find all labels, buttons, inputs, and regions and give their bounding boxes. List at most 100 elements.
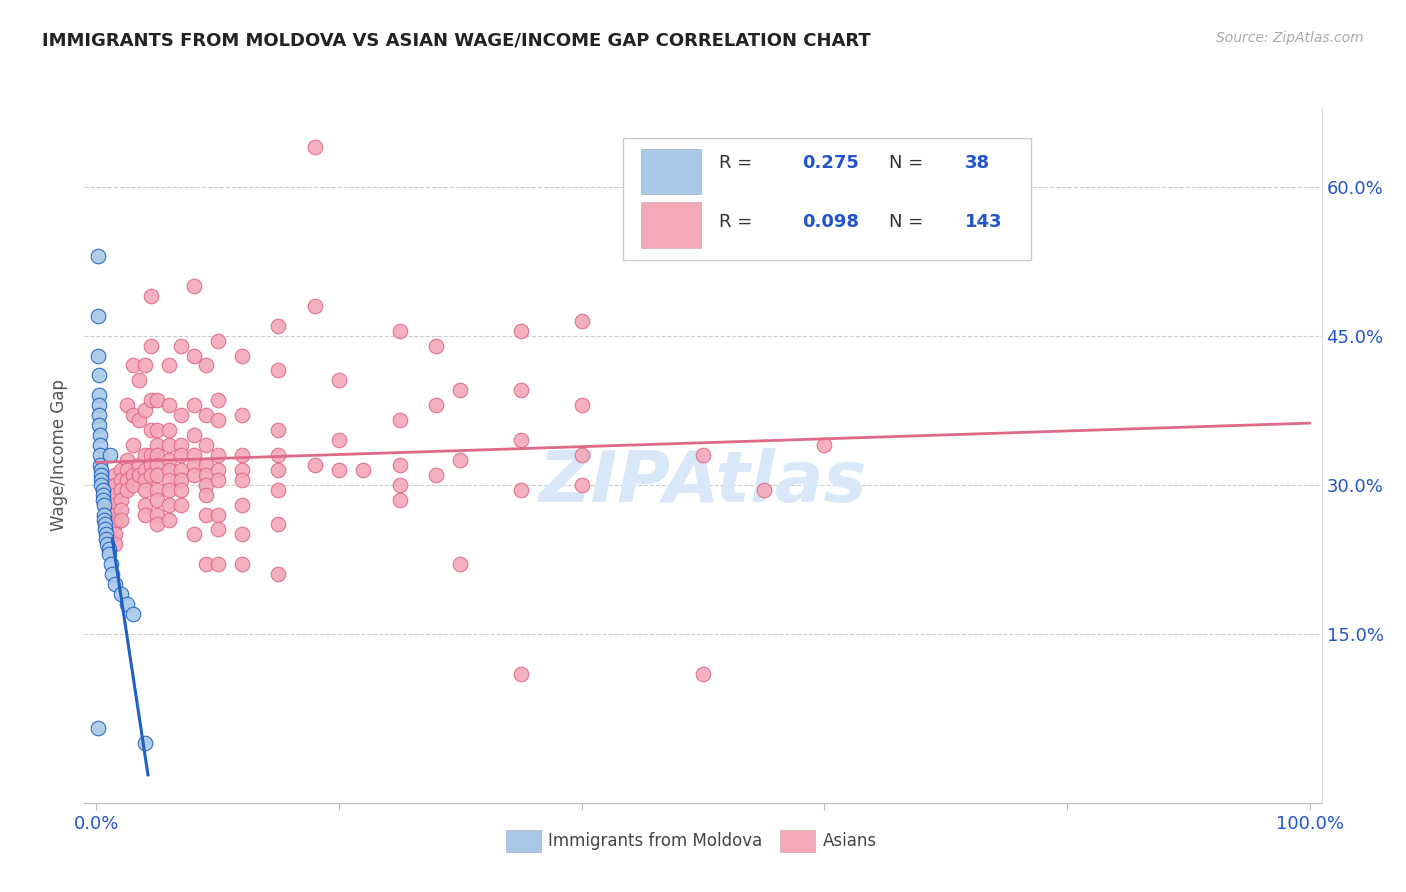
Point: [231, 527, 253, 541]
Point: [157, 453, 180, 467]
Point: [194, 458, 217, 472]
Point: [115, 597, 138, 611]
Point: [170, 438, 193, 452]
Point: [87, 368, 110, 383]
Point: [96, 533, 118, 547]
Point: [231, 448, 253, 462]
Point: [194, 359, 217, 373]
Point: [146, 483, 169, 497]
Point: [157, 423, 180, 437]
Point: [388, 324, 411, 338]
Point: [170, 473, 193, 487]
Point: [115, 453, 138, 467]
Point: [110, 463, 132, 477]
FancyBboxPatch shape: [623, 138, 1031, 260]
Point: [146, 448, 169, 462]
Point: [194, 408, 217, 422]
Point: [139, 393, 162, 408]
Point: [87, 418, 110, 433]
Point: [571, 314, 593, 328]
Point: [146, 458, 169, 472]
Point: [97, 542, 120, 557]
Point: [110, 483, 132, 497]
Text: R =: R =: [718, 212, 758, 231]
Point: [328, 463, 350, 477]
Point: [146, 393, 169, 408]
Point: [93, 508, 115, 522]
Point: [813, 438, 835, 452]
Point: [157, 483, 180, 497]
Point: [231, 498, 253, 512]
Point: [231, 558, 253, 572]
Bar: [641, 202, 700, 248]
Point: [207, 523, 229, 537]
Text: N =: N =: [889, 212, 928, 231]
Point: [139, 458, 162, 472]
Point: [194, 488, 217, 502]
Point: [86, 309, 108, 323]
Point: [207, 393, 229, 408]
Point: [267, 483, 290, 497]
Point: [104, 577, 127, 591]
Point: [388, 413, 411, 427]
Point: [122, 408, 145, 422]
Text: IMMIGRANTS FROM MOLDOVA VS ASIAN WAGE/INCOME GAP CORRELATION CHART: IMMIGRANTS FROM MOLDOVA VS ASIAN WAGE/IN…: [42, 31, 870, 49]
Point: [183, 398, 205, 412]
Point: [104, 488, 127, 502]
Point: [104, 508, 127, 522]
Point: [388, 477, 411, 491]
Text: 143: 143: [966, 212, 1002, 231]
Point: [170, 483, 193, 497]
Point: [267, 567, 290, 582]
Point: [170, 463, 193, 477]
Point: [146, 508, 169, 522]
Point: [207, 463, 229, 477]
Point: [425, 338, 447, 352]
Point: [157, 512, 180, 526]
Point: [352, 463, 374, 477]
Point: [134, 508, 156, 522]
Point: [87, 388, 110, 402]
Text: Source: ZipAtlas.com: Source: ZipAtlas.com: [1216, 31, 1364, 45]
Point: [89, 448, 111, 462]
Point: [104, 498, 127, 512]
Point: [146, 492, 169, 507]
Point: [122, 438, 145, 452]
Point: [146, 517, 169, 532]
Point: [194, 467, 217, 482]
Point: [97, 533, 120, 547]
Point: [115, 398, 138, 412]
Point: [157, 438, 180, 452]
Point: [304, 458, 326, 472]
Point: [157, 463, 180, 477]
Point: [86, 349, 108, 363]
Point: [97, 523, 120, 537]
Point: [752, 483, 775, 497]
Point: [86, 249, 108, 263]
Point: [89, 428, 111, 442]
Point: [104, 517, 127, 532]
Point: [510, 384, 533, 398]
Y-axis label: Wage/Income Gap: Wage/Income Gap: [51, 379, 69, 531]
Point: [104, 477, 127, 491]
Point: [267, 423, 290, 437]
Point: [194, 438, 217, 452]
Point: [328, 433, 350, 447]
Point: [110, 502, 132, 516]
Point: [267, 363, 290, 377]
Point: [207, 508, 229, 522]
Point: [183, 458, 205, 472]
Point: [87, 408, 110, 422]
Point: [104, 537, 127, 551]
Text: 38: 38: [966, 153, 990, 171]
Point: [97, 542, 120, 557]
Point: [91, 492, 114, 507]
Point: [328, 373, 350, 387]
Point: [91, 483, 114, 497]
Point: [170, 408, 193, 422]
Point: [134, 498, 156, 512]
Text: 0.275: 0.275: [801, 153, 859, 171]
Point: [267, 517, 290, 532]
Point: [122, 477, 145, 491]
Text: Immigrants from Moldova: Immigrants from Moldova: [548, 832, 762, 850]
